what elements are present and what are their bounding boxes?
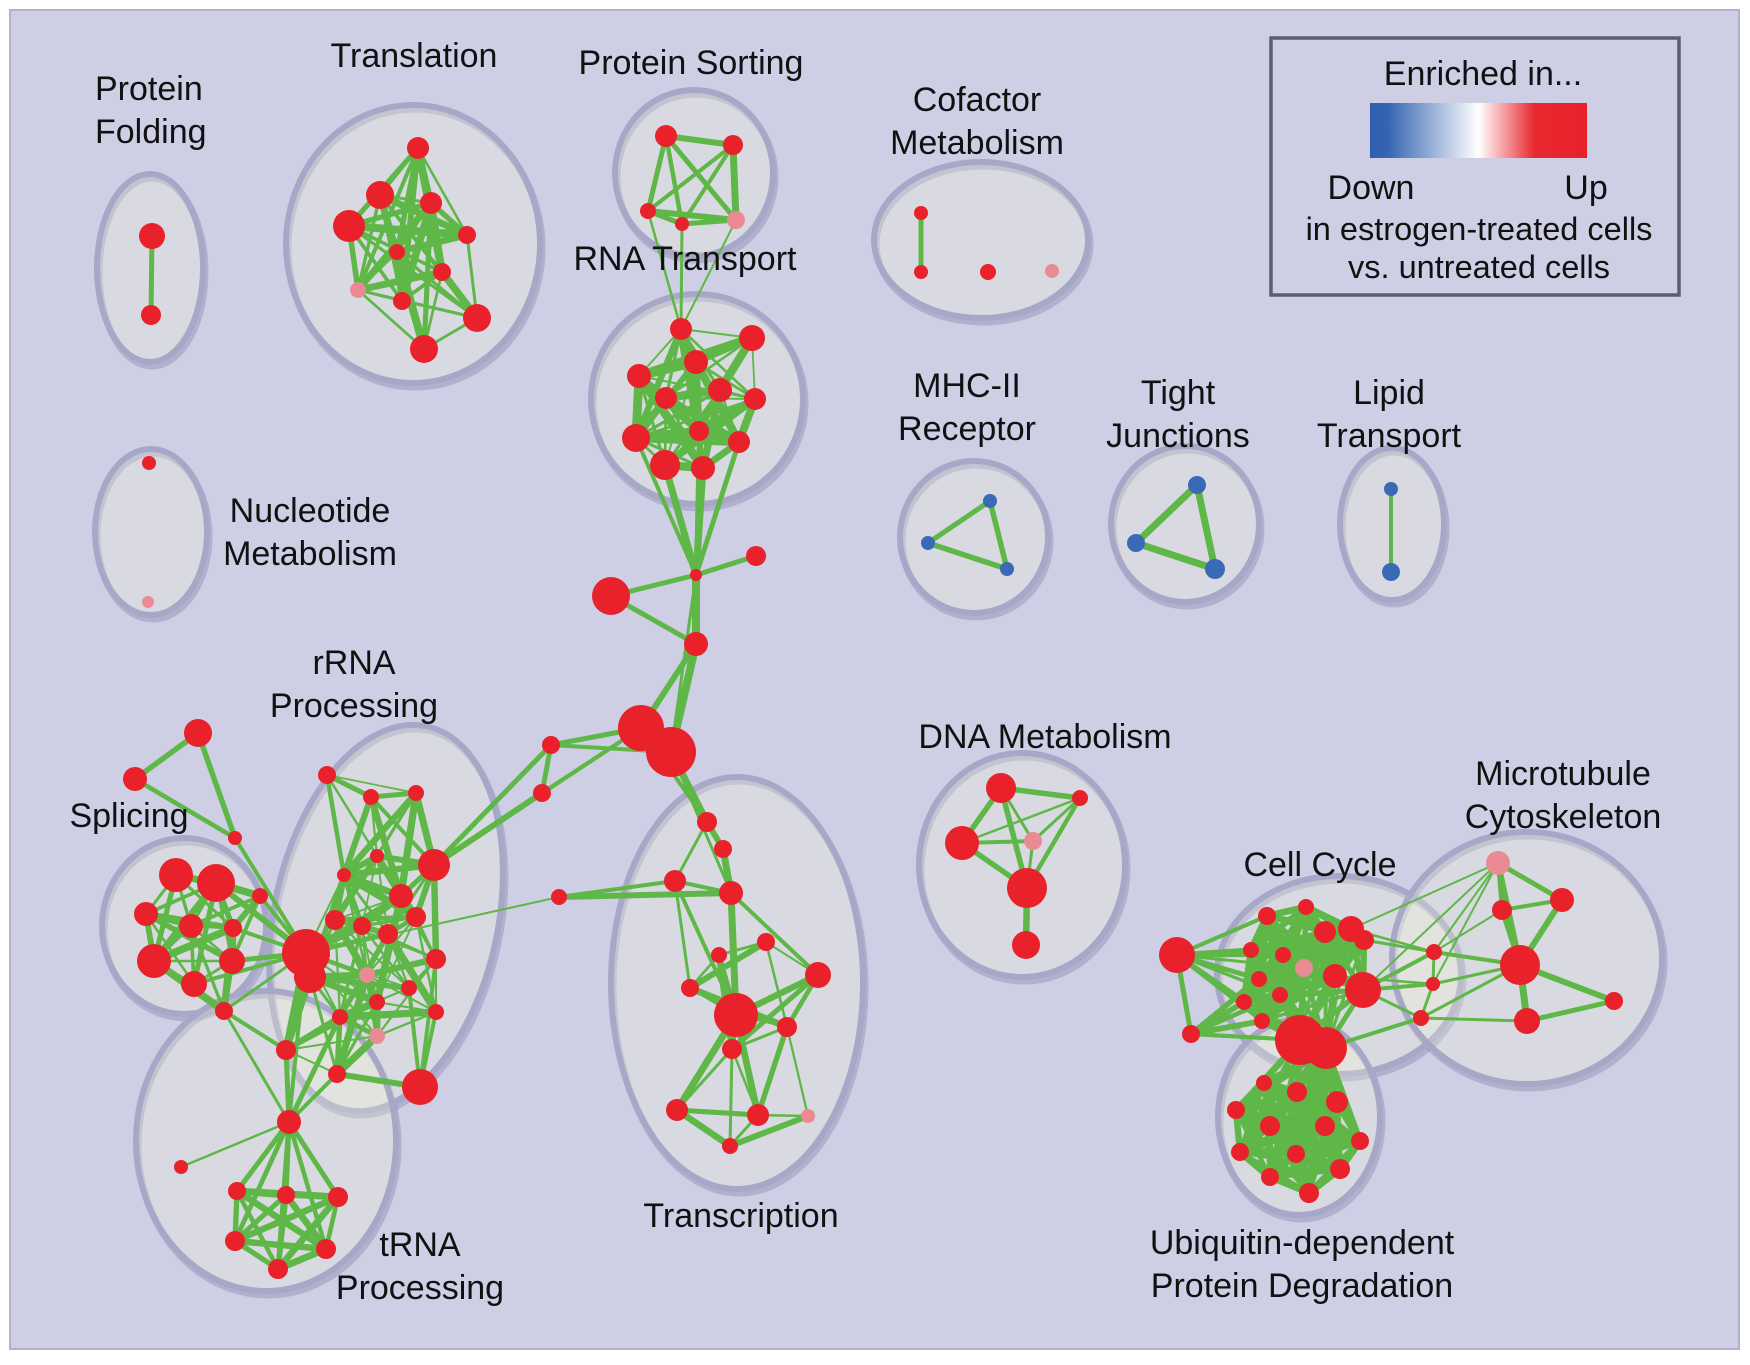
svg-text:Protein Sorting: Protein Sorting (579, 44, 804, 82)
svg-text:tRNA: tRNA (379, 1226, 461, 1264)
svg-text:Transport: Transport (1317, 417, 1462, 455)
svg-text:Nucleotide: Nucleotide (230, 492, 391, 530)
svg-text:Microtubule: Microtubule (1475, 755, 1651, 793)
svg-text:Tight: Tight (1141, 374, 1216, 412)
svg-text:Translation: Translation (331, 37, 498, 75)
svg-text:Metabolism: Metabolism (890, 124, 1064, 162)
svg-text:Splicing: Splicing (69, 797, 188, 835)
svg-text:MHC-II: MHC-II (913, 367, 1021, 405)
svg-text:Cofactor: Cofactor (913, 81, 1042, 119)
svg-text:vs. untreated cells: vs. untreated cells (1348, 249, 1610, 285)
svg-text:Processing: Processing (270, 687, 438, 725)
svg-text:Metabolism: Metabolism (223, 535, 397, 573)
svg-text:Cytoskeleton: Cytoskeleton (1465, 798, 1662, 836)
svg-text:Folding: Folding (95, 113, 207, 151)
svg-text:Enriched in...: Enriched in... (1384, 55, 1582, 93)
svg-text:in estrogen-treated cells: in estrogen-treated cells (1306, 211, 1653, 247)
svg-text:Cell Cycle: Cell Cycle (1243, 846, 1396, 884)
svg-text:Junctions: Junctions (1106, 417, 1250, 455)
svg-text:rRNA: rRNA (312, 644, 395, 682)
svg-text:DNA Metabolism: DNA Metabolism (918, 718, 1171, 756)
svg-text:Up: Up (1564, 169, 1607, 207)
svg-text:Down: Down (1328, 169, 1415, 207)
svg-text:Ubiquitin-dependent: Ubiquitin-dependent (1150, 1224, 1455, 1262)
svg-text:Receptor: Receptor (898, 410, 1036, 448)
svg-text:Processing: Processing (336, 1269, 504, 1307)
svg-text:Protein: Protein (95, 70, 203, 108)
svg-text:Lipid: Lipid (1353, 374, 1425, 412)
svg-text:Protein Degradation: Protein Degradation (1151, 1267, 1453, 1305)
svg-text:RNA Transport: RNA Transport (574, 240, 798, 278)
svg-text:Transcription: Transcription (643, 1197, 838, 1235)
